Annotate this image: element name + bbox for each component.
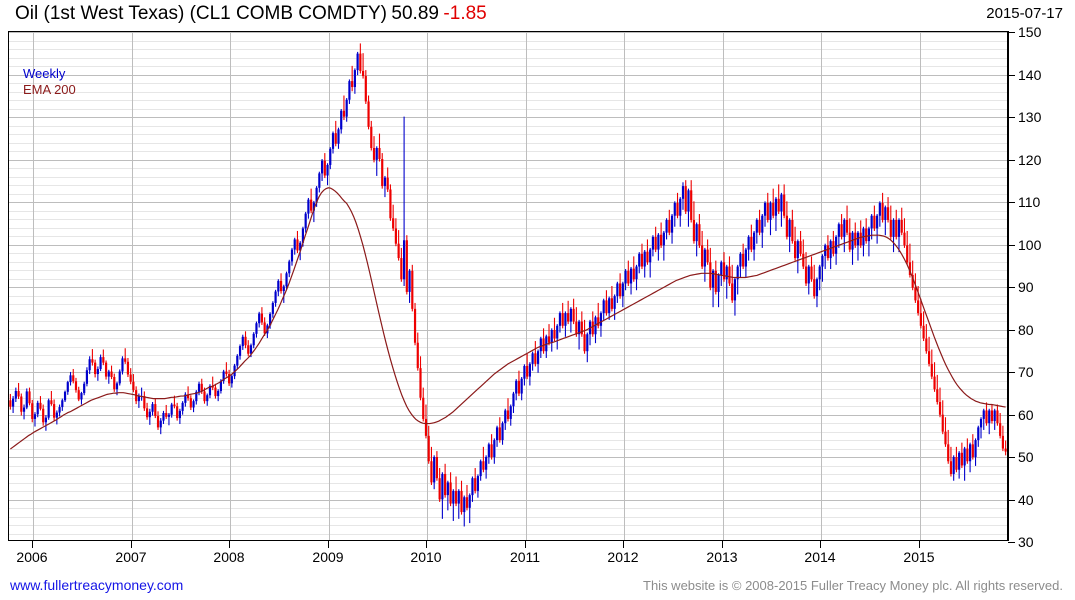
y-axis: 150 140 130 120 110 100 90 80 70 60 50 40 30	[1008, 25, 1075, 549]
legend-item-ema200: EMA 200	[23, 82, 76, 98]
x-axis-label: 2015	[903, 549, 935, 565]
x-axis-tick	[131, 541, 132, 548]
y-axis-label: 150	[1018, 24, 1042, 40]
x-axis-label: 2007	[115, 549, 147, 565]
y-axis-tick	[1008, 160, 1015, 161]
site-url[interactable]: www.fullertreacymoney.com	[10, 577, 184, 593]
data-layer	[9, 43, 1007, 527]
instrument-name: Oil (1st West Texas) (CL1 COMB COMDTY)	[15, 3, 387, 24]
y-axis-label: 70	[1018, 364, 1034, 380]
last-price: 50.89	[391, 3, 439, 24]
y-axis-label: 100	[1018, 237, 1042, 253]
y-axis-label: 40	[1018, 492, 1034, 508]
y-axis-label: 90	[1018, 279, 1034, 295]
candlestick-series	[9, 43, 1007, 527]
y-axis-tick	[1008, 415, 1015, 416]
x-axis-tick	[820, 541, 821, 548]
y-axis-spine	[1008, 31, 1009, 541]
x-axis-label: 2010	[410, 549, 442, 565]
x-axis-tick	[32, 541, 33, 548]
x-axis-label: 2014	[804, 549, 836, 565]
y-axis-label: 30	[1018, 534, 1034, 550]
x-axis-tick	[623, 541, 624, 548]
price-change: -1.85	[443, 3, 487, 24]
x-axis-tick	[426, 541, 427, 548]
x-axis-label: 2008	[213, 549, 245, 565]
y-axis-tick	[1008, 457, 1015, 458]
x-axis-tick	[328, 541, 329, 548]
x-axis-label: 2013	[706, 549, 738, 565]
x-axis-tick	[525, 541, 526, 548]
y-axis-label: 110	[1018, 194, 1041, 210]
y-axis-tick	[1008, 32, 1015, 33]
x-axis-label: 2012	[607, 549, 639, 565]
x-axis-label: 2011	[509, 549, 541, 565]
y-axis-tick	[1008, 542, 1015, 543]
chart-legend: Weekly EMA 200	[23, 66, 76, 99]
y-axis-tick	[1008, 287, 1015, 288]
chart-plot-area[interactable]: Weekly EMA 200	[8, 31, 1008, 541]
y-axis-tick	[1008, 330, 1015, 331]
y-axis-label: 140	[1018, 67, 1042, 83]
legend-item-weekly: Weekly	[23, 66, 66, 81]
ema-200-line	[10, 187, 1006, 450]
copyright-text: This website is © 2008-2015 Fuller Treac…	[643, 578, 1063, 593]
y-axis-tick	[1008, 202, 1015, 203]
x-axis-label: 2009	[312, 549, 344, 565]
chart-footer: www.fullertreacymoney.com This website i…	[0, 575, 1075, 600]
y-axis-label: 60	[1018, 407, 1034, 423]
y-axis-tick	[1008, 117, 1015, 118]
y-axis-label: 50	[1018, 449, 1034, 465]
y-axis-label: 130	[1018, 109, 1042, 125]
x-axis-tick	[919, 541, 920, 548]
x-axis-tick	[229, 541, 230, 548]
page-title: Oil (1st West Texas) (CL1 COMB COMDTY) 5…	[15, 3, 487, 25]
x-axis-tick	[722, 541, 723, 548]
y-axis-tick	[1008, 372, 1015, 373]
x-axis-label: 2006	[16, 549, 48, 565]
y-axis-label: 80	[1018, 322, 1034, 338]
as-of-date: 2015-07-17	[986, 5, 1063, 22]
y-axis-tick	[1008, 75, 1015, 76]
x-axis: 2006 2007 2008 2009 2010 2011 2012 2013 2014 2015	[8, 541, 1008, 573]
chart-header: Oil (1st West Texas) (CL1 COMB COMDTY) 5…	[0, 0, 1075, 28]
y-axis-tick	[1008, 500, 1015, 501]
y-axis-tick	[1008, 245, 1015, 246]
y-axis-label: 120	[1018, 152, 1042, 168]
